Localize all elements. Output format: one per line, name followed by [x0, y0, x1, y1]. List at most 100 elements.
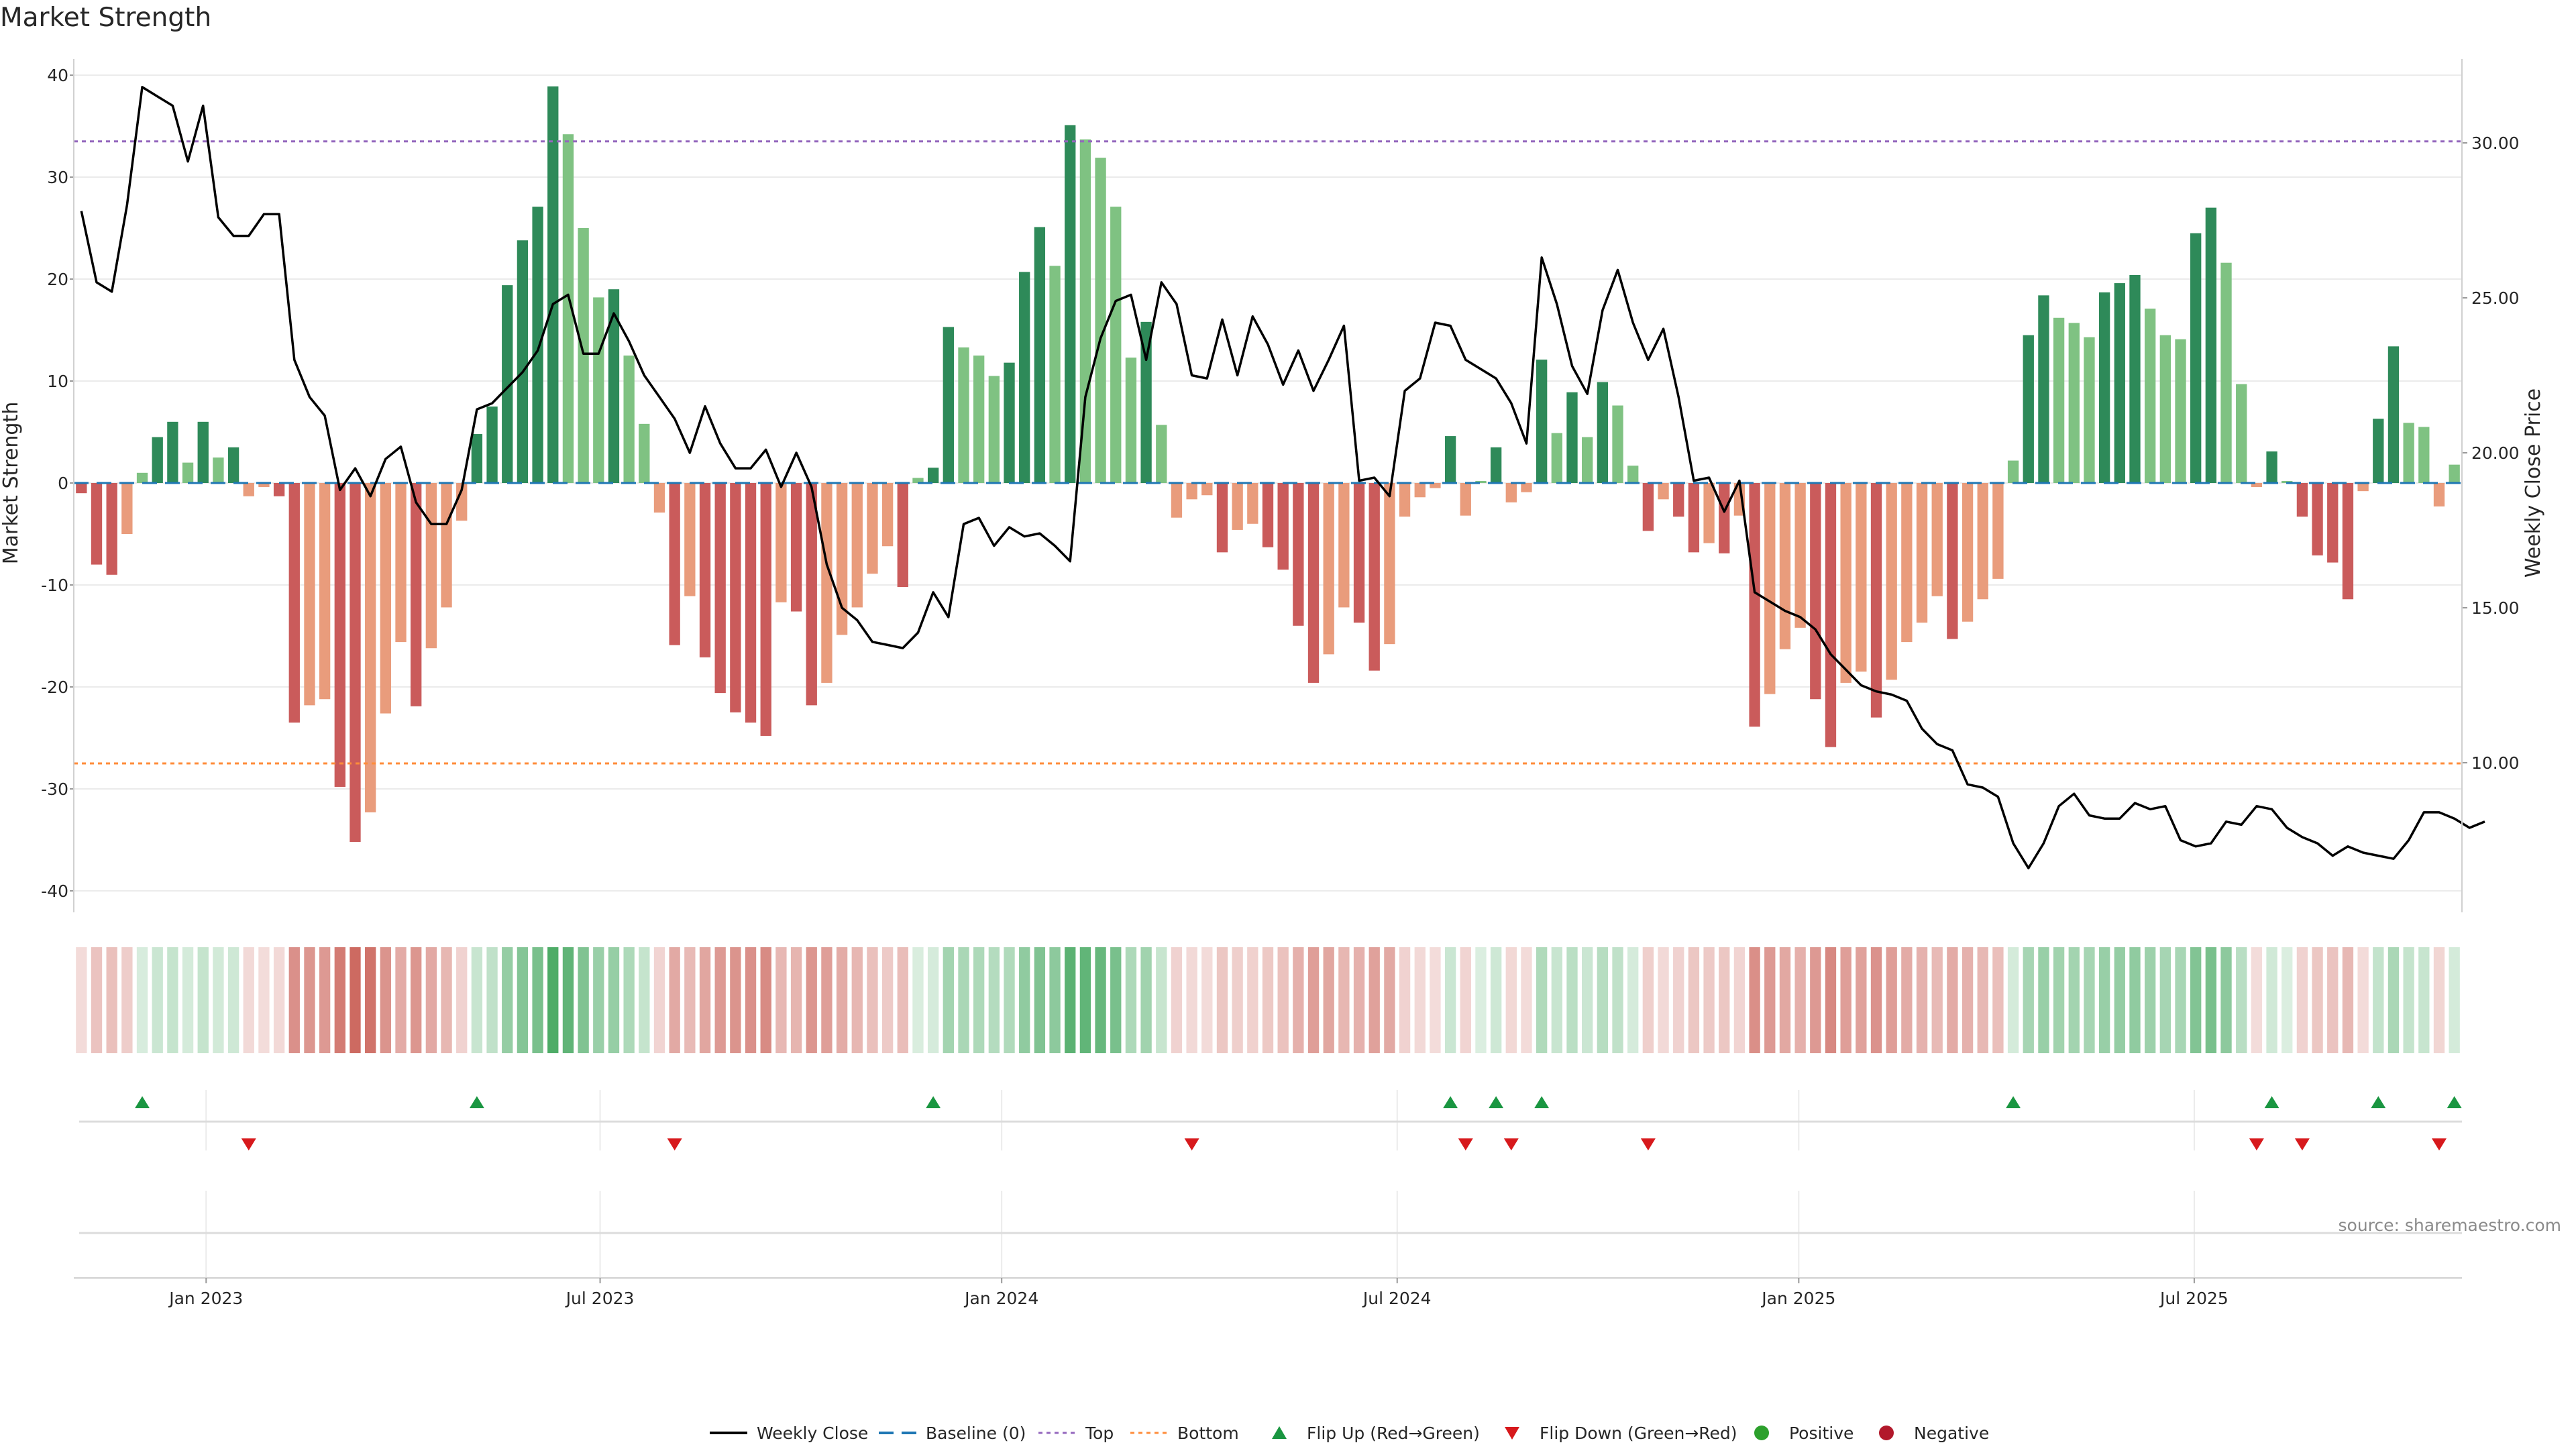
strength-bar-negative: [1825, 483, 1837, 747]
heat-cell-negative: [1764, 947, 1776, 1053]
heat-cell-negative: [881, 947, 894, 1053]
heat-cell-positive: [2007, 947, 2019, 1053]
legend-label: Positive: [1789, 1424, 1854, 1443]
heat-cell-positive: [2418, 947, 2430, 1053]
heat-cell-positive: [2129, 947, 2141, 1053]
heat-cell-negative: [76, 947, 87, 1053]
heat-cell-positive: [1582, 947, 1593, 1053]
heat-cell-negative: [1779, 947, 1791, 1053]
heat-cell-negative: [2342, 947, 2354, 1053]
heat-cell-negative: [836, 947, 848, 1053]
heat-cell-positive: [502, 947, 513, 1053]
heat-cell-negative: [1688, 947, 1700, 1053]
heat-cell-negative: [1430, 947, 1441, 1053]
legend-swatch: [1505, 1427, 1519, 1440]
strength-bar-negative: [1794, 483, 1806, 628]
legend-item-top: Top: [1038, 1424, 1114, 1443]
legend-item-positive: Positive: [1754, 1424, 1854, 1443]
flip-down-marker: [241, 1138, 256, 1150]
strength-bar-positive: [1019, 272, 1030, 483]
x-tick-label: Jan 2023: [168, 1289, 243, 1308]
heat-cell-positive: [1004, 947, 1015, 1053]
strength-bar-positive: [2114, 283, 2125, 483]
heat-cell-negative: [806, 947, 817, 1053]
heat-cell-negative: [1658, 947, 1669, 1053]
heat-cell-negative: [730, 947, 741, 1053]
strength-bar-positive: [2084, 337, 2095, 483]
heat-cell-positive: [1140, 947, 1152, 1053]
y2-tick-label: 30.00: [2471, 133, 2520, 153]
heat-cell-negative: [106, 947, 117, 1053]
heat-cell-negative: [1825, 947, 1837, 1053]
x-tick-label: Jul 2023: [565, 1289, 635, 1308]
heat-cell-positive: [2068, 947, 2080, 1053]
heat-cell-negative: [1414, 947, 1426, 1053]
heat-cell-negative: [2357, 947, 2369, 1053]
legend-label: Top: [1085, 1424, 1114, 1443]
heat-cell-positive: [532, 947, 543, 1053]
strength-bar-positive: [1125, 358, 1137, 483]
strength-bar-negative: [304, 483, 315, 706]
y2-tick-label: 20.00: [2471, 443, 2520, 463]
heat-cell-positive: [182, 947, 194, 1053]
strength-bar-positive: [1065, 125, 1076, 484]
heat-cell-positive: [1125, 947, 1137, 1053]
legend-swatch: [1879, 1426, 1894, 1440]
strength-bar-negative: [1856, 483, 1867, 672]
strength-bar-positive: [532, 207, 543, 483]
heat-cell-negative: [288, 947, 300, 1053]
heat-cell-negative: [699, 947, 711, 1053]
heat-cell-negative: [1642, 947, 1654, 1053]
heat-cell-negative: [365, 947, 376, 1053]
heat-cell-negative: [1247, 947, 1258, 1053]
strength-bar-negative: [1810, 483, 1821, 700]
strength-bar-positive: [2053, 317, 2065, 483]
strength-bar-positive: [639, 423, 650, 483]
heat-cell-positive: [943, 947, 954, 1053]
heat-cell-positive: [1049, 947, 1061, 1053]
heat-cell-negative: [319, 947, 331, 1053]
heat-cell-negative: [1338, 947, 1350, 1053]
y-tick-label: -40: [41, 881, 68, 901]
strength-bar-negative: [2342, 483, 2354, 600]
flip-down-marker: [1503, 1138, 1519, 1150]
strength-bar-negative: [395, 483, 407, 643]
heat-cell-negative: [1353, 947, 1365, 1053]
strength-bars: [76, 86, 2460, 843]
heat-cell-positive: [1490, 947, 1502, 1053]
heat-cell-negative: [1977, 947, 1988, 1053]
strength-bar-negative: [1947, 483, 1958, 639]
heat-cell-negative: [684, 947, 696, 1053]
heat-cell-negative: [91, 947, 103, 1053]
strength-bar-negative: [2357, 483, 2369, 492]
strength-bar-positive: [1582, 437, 1593, 483]
strength-bar-negative: [1277, 483, 1289, 570]
heat-cell-positive: [608, 947, 620, 1053]
reference-lines: [74, 140, 2462, 765]
heat-cell-negative: [350, 947, 361, 1053]
legend-item-flip_down: Flip Down (Green→Red): [1505, 1424, 1737, 1443]
heat-cell-negative: [334, 947, 345, 1053]
strength-bar-positive: [927, 468, 939, 483]
strength-bar-negative: [2433, 483, 2445, 506]
strength-bar-negative: [1977, 483, 1988, 600]
y-tick-label: -30: [41, 780, 68, 799]
legend-label: Negative: [1914, 1424, 1989, 1443]
heat-cell-positive: [1444, 947, 1456, 1053]
flip-markers-panel: [79, 1090, 2462, 1150]
heat-cell-positive: [2053, 947, 2065, 1053]
heat-cell-positive: [1536, 947, 1548, 1053]
heat-cell-negative: [1886, 947, 1897, 1053]
strength-bar-negative: [273, 483, 285, 496]
legend-item-negative: Negative: [1879, 1424, 1989, 1443]
heat-cell-negative: [1931, 947, 1943, 1053]
heat-cell-positive: [1065, 947, 1076, 1053]
flip-up-marker: [2006, 1096, 2021, 1108]
strength-bar-negative: [1216, 483, 1228, 553]
heat-cell-positive: [958, 947, 969, 1053]
flip-up-marker: [2264, 1096, 2279, 1108]
heat-cell-negative: [775, 947, 787, 1053]
heat-cell-negative: [1947, 947, 1958, 1053]
x-tick-label: Jul 2024: [1362, 1289, 1432, 1308]
